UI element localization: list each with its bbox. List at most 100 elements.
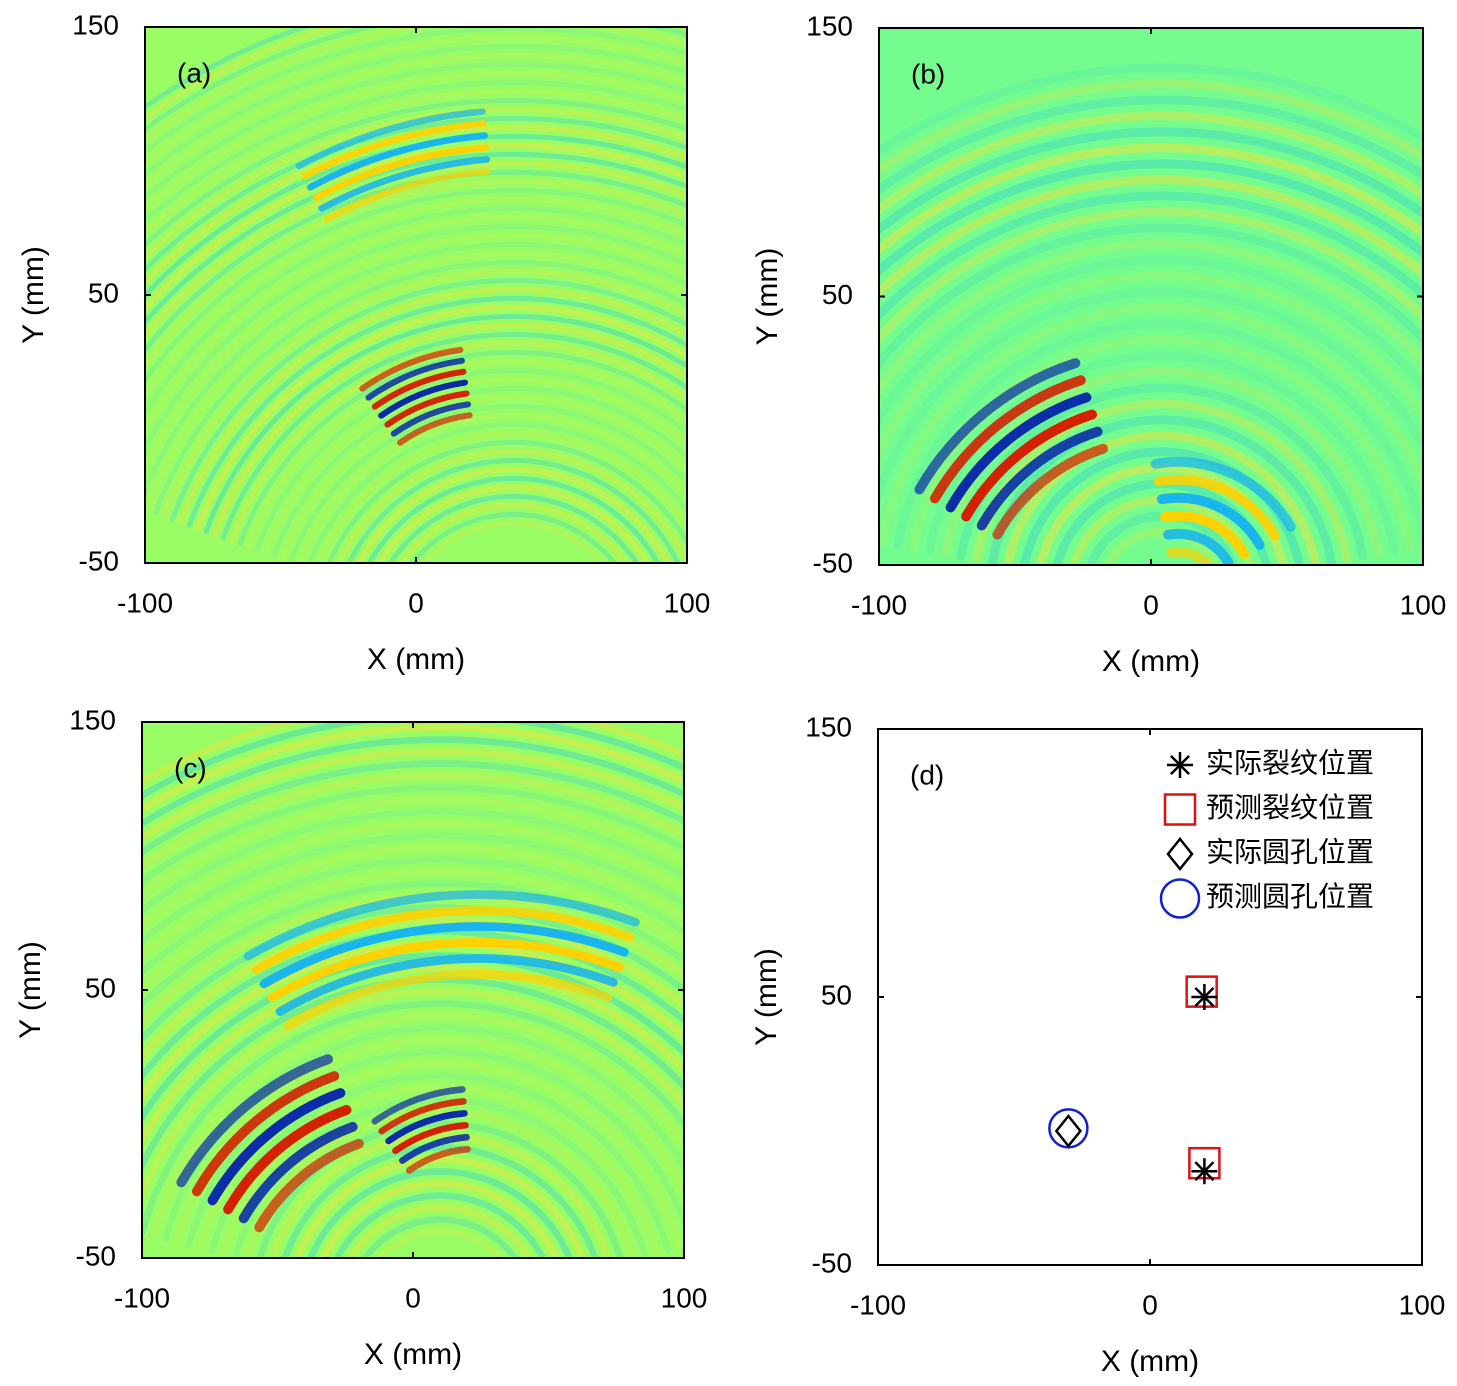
wavefront — [365, 357, 465, 401]
wavefront — [879, 255, 1423, 427]
wavefront — [191, 1071, 340, 1197]
x-tick-label: -100 — [114, 1282, 170, 1313]
wavefront — [254, 368, 687, 553]
wavefront — [945, 392, 1092, 513]
wavefront — [879, 63, 1423, 157]
wavefront — [150, 1012, 684, 1239]
wavefront — [392, 1121, 469, 1155]
wavefront — [238, 1121, 358, 1224]
legend-text: 预测圆孔位置 — [1206, 881, 1374, 912]
wavefront — [142, 964, 684, 1147]
wavefront — [145, 250, 687, 513]
wavefront — [212, 323, 687, 538]
wavefront — [307, 1168, 573, 1258]
wavefront — [399, 1133, 470, 1164]
wavefront — [145, 79, 687, 224]
diamond-marker — [1166, 836, 1194, 872]
wavefront — [142, 784, 684, 885]
x-tick-label: -100 — [117, 587, 173, 618]
wavefront — [879, 191, 1423, 322]
wavefront — [397, 412, 473, 446]
panel-label: (d) — [910, 759, 944, 790]
x-tick-label: 100 — [1399, 1289, 1446, 1320]
wavefront — [142, 832, 684, 945]
wavefront — [145, 232, 687, 475]
wavefront — [142, 916, 684, 1063]
wavefront — [1153, 474, 1281, 541]
wavefront — [879, 159, 1423, 277]
wavefront — [246, 358, 687, 550]
star-marker — [1167, 752, 1193, 778]
wavefront — [145, 52, 687, 189]
wavefront — [361, 1216, 519, 1258]
panel-label: (c) — [174, 752, 207, 783]
wavefront — [145, 27, 687, 155]
wavefront — [390, 401, 472, 437]
wavefront — [254, 1138, 364, 1233]
wavefront — [142, 808, 684, 915]
legend-text: 实际圆孔位置 — [1206, 836, 1374, 867]
wavefront — [145, 223, 687, 454]
wavefront — [930, 375, 1086, 504]
legend-text: 实际裂纹位置 — [1206, 747, 1374, 778]
wavefront — [145, 178, 687, 370]
wavefront — [301, 120, 487, 180]
y-axis-label: Y (mm) — [17, 246, 50, 344]
wavefront — [1103, 527, 1221, 565]
wavefront — [223, 1105, 352, 1215]
wavefront — [1166, 546, 1214, 565]
wavefront — [1163, 528, 1234, 565]
panel-label: (a) — [177, 57, 211, 88]
plot-background — [878, 729, 1422, 1265]
wavefront — [145, 142, 687, 313]
wavefront — [279, 394, 687, 562]
wavefront — [145, 43, 687, 177]
wavefront — [259, 922, 629, 989]
wavefront — [405, 1145, 471, 1174]
wavefront — [318, 156, 491, 212]
wavefront — [145, 62, 687, 201]
wavefront — [312, 144, 490, 202]
wavefront — [142, 868, 684, 993]
wavefront — [336, 449, 687, 563]
wavefront — [385, 1110, 468, 1145]
wavefront — [145, 152, 687, 326]
wavefront — [207, 1088, 346, 1206]
wavefront — [421, 521, 606, 563]
legend-text: 预测裂纹位置 — [1206, 792, 1374, 823]
x-tick-label: -100 — [850, 1289, 906, 1320]
wavefront — [267, 938, 624, 1003]
y-tick-label: 50 — [822, 279, 853, 310]
wavefront — [145, 215, 687, 435]
wavefront — [295, 108, 486, 170]
wavefront — [326, 439, 687, 563]
wavefront — [378, 1098, 467, 1135]
wavefront — [142, 880, 684, 1010]
wavefront — [145, 205, 687, 418]
x-tick-label: 0 — [1143, 589, 1159, 620]
wavefront — [879, 95, 1423, 195]
x-tick-label: 100 — [1400, 589, 1447, 620]
wavefront — [320, 1180, 560, 1258]
wavefront — [145, 98, 687, 249]
wavefront — [371, 1086, 466, 1125]
wavefront — [142, 772, 684, 871]
star-marker — [1191, 1158, 1218, 1185]
wavefront — [1160, 510, 1249, 559]
panel: -100 0 100 -50 50 150 (b) X (mm) Y (mm) — [751, 10, 1447, 678]
wavefront — [145, 242, 687, 498]
wavefront — [893, 319, 1423, 550]
wavefront — [879, 223, 1423, 370]
wavefront — [976, 426, 1103, 531]
wavefront — [145, 115, 687, 274]
diamond-marker — [1054, 1113, 1083, 1149]
x-tick-label: -100 — [851, 589, 907, 620]
panel: -100 0 100 -50 50 150 (d) X (mm) Y (mm) 实际裂纹位置预测裂… — [750, 711, 1445, 1378]
wavefront — [398, 503, 629, 563]
wavefront — [220, 1084, 660, 1257]
x-tick-label: 0 — [405, 1282, 421, 1313]
wavefront — [879, 79, 1423, 176]
